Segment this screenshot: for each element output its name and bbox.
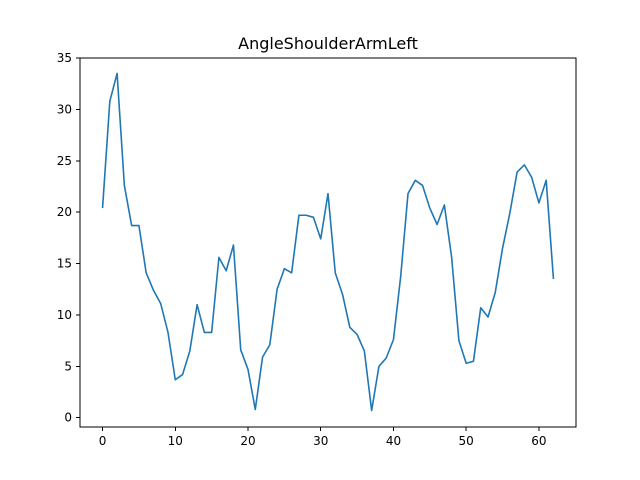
- y-axis-ticks: 0 5 10 15 20 25 30 35: [57, 51, 80, 425]
- axes-frame: [79, 57, 577, 428]
- x-axis-ticks: 0 10 20 30 40 50 60: [99, 427, 547, 448]
- y-tick-label: 25: [57, 154, 72, 168]
- y-tick-label: 15: [57, 257, 72, 271]
- y-tick-label: 10: [57, 308, 72, 322]
- x-tick-label: 40: [386, 434, 401, 448]
- x-tick-label: 60: [531, 434, 546, 448]
- y-tick-label: 35: [57, 51, 72, 65]
- series-line: [101, 72, 555, 412]
- x-tick-label: 50: [459, 434, 474, 448]
- y-tick-label: 30: [57, 102, 72, 116]
- chart-title: AngleShoulderArmLeft: [238, 34, 418, 53]
- plot-area: [101, 72, 555, 412]
- x-tick-label: 0: [99, 434, 107, 448]
- y-tick-label: 20: [57, 205, 72, 219]
- x-tick-label: 10: [168, 434, 183, 448]
- y-tick-label: 0: [64, 411, 72, 425]
- y-tick-label: 5: [64, 359, 72, 373]
- x-tick-label: 30: [313, 434, 328, 448]
- x-tick-label: 20: [240, 434, 255, 448]
